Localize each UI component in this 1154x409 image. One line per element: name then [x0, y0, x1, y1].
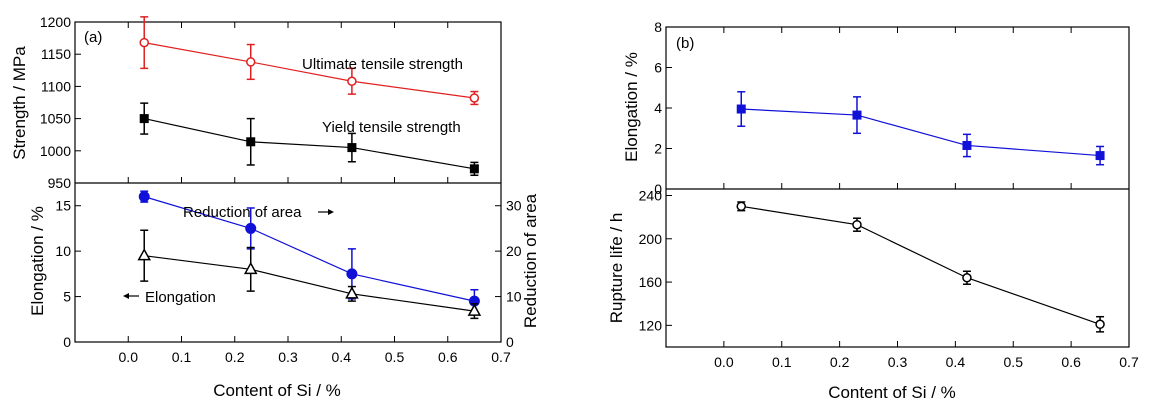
panel-b-xtick-label: 0.3	[888, 354, 908, 370]
panel-b-xtick-label: 0.0	[714, 354, 734, 370]
yts-series-point	[139, 114, 149, 124]
elongation-b-series-point	[962, 140, 972, 150]
panel-a-xtick-label: 0.6	[438, 349, 458, 365]
panel-b-bottom-ytick-label: 160	[639, 274, 663, 290]
panel-a-top-ytick-label: 1150	[41, 46, 71, 62]
panel-a-top-ytick-label: 950	[48, 175, 72, 191]
panel-a-xtick-label: 0.4	[332, 349, 352, 365]
annotation-elongation: Elongation	[145, 289, 216, 306]
panel-b-xtick-label: 0.4	[946, 354, 966, 370]
panel-a-bottom-right-ytick-label: 0	[506, 334, 514, 350]
panel-a-bottom-right-ytick-label: 20	[506, 243, 522, 259]
panel-a-top-ytick-label: 1000	[40, 143, 71, 159]
yts-series-point	[246, 137, 256, 147]
yts-series-point	[347, 143, 357, 153]
y-axis-label-strength: Strength / MPa	[10, 46, 29, 160]
rupture-series-point	[1095, 319, 1105, 330]
reduction-series-point	[138, 191, 150, 203]
panel-a-bottom-ytick-label: 0	[63, 334, 71, 350]
uts-series-point	[139, 37, 149, 48]
panel-label-b: (b)	[676, 35, 694, 52]
yts-series-line	[144, 118, 475, 170]
annotation-reduction-of-area: Reduction of area	[183, 204, 302, 221]
elongation-a-series-line	[144, 255, 475, 312]
yts-series-point	[469, 164, 479, 174]
panel-b-xtick-label: 0.2	[830, 354, 850, 370]
panel-a-xtick-label: 0.7	[491, 349, 511, 365]
rupture-series-point	[962, 272, 972, 283]
arrow-left-head	[123, 293, 129, 299]
legend-yield-tensile-strength: Yield tensile strength	[322, 119, 461, 136]
reduction-series-point	[245, 222, 257, 234]
panel-a-bottom-ytick-label: 15	[55, 198, 71, 214]
elongation-a-series-point	[243, 261, 258, 275]
panel-a-top-ytick-label: 1050	[40, 111, 71, 127]
y-axis-label-rupture-life: Rupture life / h	[607, 213, 626, 324]
panel-a-xtick-label: 0.0	[119, 349, 139, 365]
x-axis-label-b: Content of Si / %	[828, 383, 956, 402]
elongation-a-series-point	[345, 286, 359, 299]
uts-series-point	[347, 76, 357, 86]
x-axis-label-a: Content of Si / %	[213, 381, 341, 400]
panel-b-top-ytick-label: 8	[654, 19, 662, 35]
panel-b-top-ytick-label: 0	[654, 181, 662, 197]
rupture-series-point	[736, 201, 746, 212]
panel-b-bottom-ytick-label: 120	[639, 317, 663, 333]
panel-a-xtick-label: 0.5	[385, 349, 405, 365]
panel-b-xtick-label: 0.1	[772, 354, 792, 370]
panel-b-top-ytick-label: 4	[654, 100, 662, 116]
panel-a-top-ytick-label: 1100	[41, 78, 71, 94]
elongation-a-series-point	[467, 303, 482, 316]
arrow-right-head	[328, 209, 334, 215]
panel-b-xtick-label: 0.5	[1004, 354, 1024, 370]
rupture-series-point	[852, 219, 862, 230]
elongation-b-series-point	[736, 104, 746, 114]
y-axis-label-reduction-of-area: Reduction of area	[521, 193, 540, 328]
panel-b-bottom-ytick-label: 240	[639, 187, 663, 203]
elongation-b-series-line	[741, 108, 1101, 157]
reduction-series-line	[144, 196, 475, 302]
panel-a-xtick-label: 0.3	[278, 349, 298, 365]
y-axis-label-elongation-b: Elongation / %	[622, 52, 641, 162]
panel-b-xtick-label: 0.7	[1119, 354, 1139, 370]
panel-label-a: (a)	[84, 29, 102, 46]
y-axis-label-elongation-a: Elongation / %	[28, 206, 47, 316]
panel-a-bottom-ytick-label: 5	[63, 289, 71, 305]
uts-series-line	[144, 42, 475, 99]
elongation-a-series-point	[137, 248, 151, 261]
elongation-b-series-point	[852, 110, 862, 120]
panel-a-bottom-ytick-label: 10	[55, 243, 71, 259]
panel-b-top-ytick-label: 6	[654, 60, 662, 76]
reduction-series-point	[346, 268, 358, 280]
panel-a-bottom-right-ytick-label: 30	[506, 198, 522, 214]
panel-a-xtick-label: 0.1	[172, 349, 192, 365]
elongation-b-series-point	[1095, 151, 1105, 161]
panel-b-xtick-label: 0.6	[1061, 354, 1081, 370]
uts-series-point	[469, 93, 480, 103]
uts-series-point	[245, 57, 256, 67]
rupture-series-line	[741, 205, 1101, 325]
panel-a-xtick-label: 0.2	[225, 349, 245, 365]
legend-ultimate-tensile-strength: Ultimate tensile strength	[302, 56, 463, 73]
panel-b-bottom-ytick-label: 200	[639, 231, 663, 247]
panel-a-top-ytick-label: 1200	[40, 14, 71, 30]
panel-b-top-ytick-label: 2	[654, 141, 662, 157]
panel-a-bottom-right-ytick-label: 10	[506, 289, 522, 305]
